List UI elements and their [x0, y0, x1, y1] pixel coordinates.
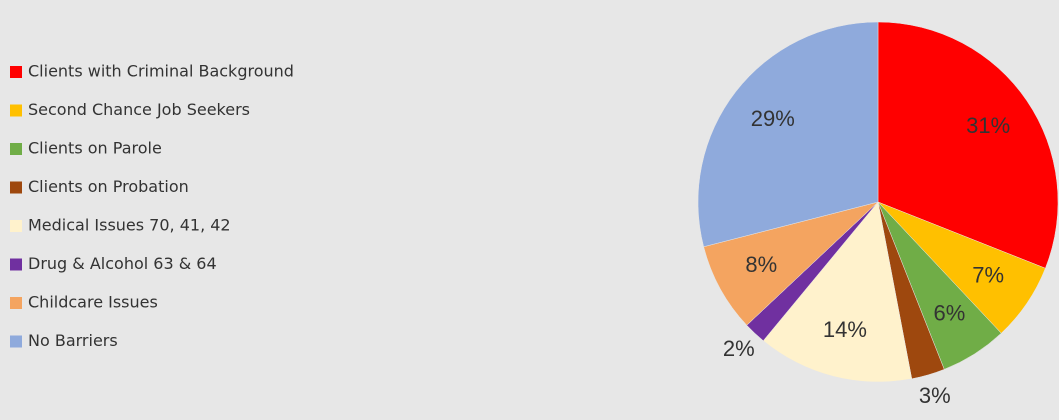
legend-label: No Barriers: [28, 331, 118, 350]
legend-label: Clients on Parole: [28, 139, 162, 158]
legend-swatch: [10, 181, 22, 194]
legend-swatch: [10, 297, 22, 309]
legend-swatch: [10, 66, 22, 78]
data-label: 6%: [933, 300, 965, 325]
legend-swatch: [10, 335, 22, 348]
legend-swatch: [10, 143, 22, 155]
legend-label: Childcare Issues: [28, 293, 158, 312]
pie-slice: [877, 21, 1059, 269]
data-label: 7%: [972, 263, 1004, 288]
data-label: 31%: [966, 113, 1010, 138]
data-label: 3%: [919, 383, 951, 408]
data-label: 29%: [751, 106, 795, 131]
legend-label: Second Chance Job Seekers: [28, 100, 250, 119]
pie-slice: [762, 201, 913, 383]
legend-label: Clients with Criminal Background: [28, 62, 294, 81]
pie-slice: [697, 21, 879, 248]
data-label: 2%: [723, 336, 755, 361]
legend-swatch: [10, 104, 22, 117]
pie-slice: [703, 201, 879, 326]
legend-label: Clients on Probation: [28, 177, 189, 196]
legend-label: Drug & Alcohol 63 & 64: [28, 254, 217, 273]
legend-swatch: [10, 220, 22, 232]
data-label: 8%: [745, 252, 777, 277]
legend-swatch: [10, 258, 22, 271]
legend-label: Medical Issues 70, 41, 42: [28, 216, 231, 235]
data-label: 14%: [823, 317, 867, 342]
